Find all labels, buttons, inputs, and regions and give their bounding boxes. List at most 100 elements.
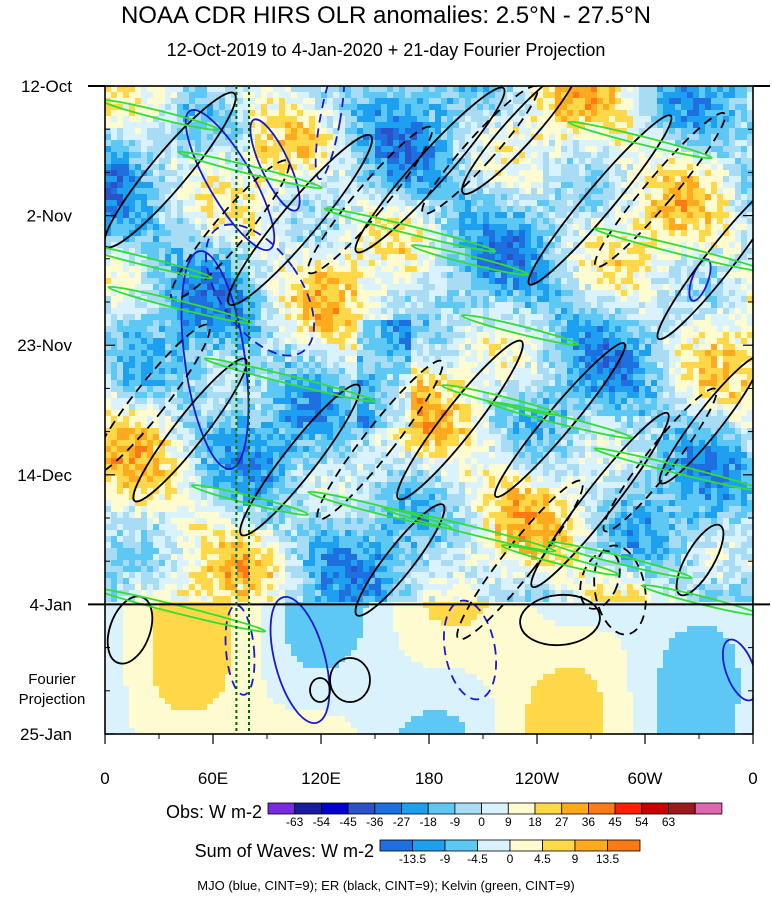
field-cell [621, 206, 628, 213]
field-cell [633, 278, 640, 285]
field-cell [117, 338, 124, 345]
field-cell [363, 350, 370, 357]
field-cell [441, 122, 448, 129]
field-cell [669, 92, 676, 99]
field-cell [135, 134, 142, 141]
field-cell [693, 146, 700, 153]
field-cell [285, 134, 292, 141]
field-cell [609, 176, 616, 183]
field-cell [471, 98, 478, 105]
field-cell [303, 320, 310, 327]
field-cell [615, 122, 622, 129]
field-cell [543, 104, 550, 111]
field-cell [471, 326, 478, 333]
field-cell [237, 284, 244, 291]
field-cell [717, 86, 724, 93]
field-cell [183, 332, 190, 339]
field-cell [189, 338, 196, 345]
field-cell [597, 200, 604, 207]
field-cell [531, 194, 538, 201]
field-cell [531, 356, 538, 363]
field-cell [387, 344, 394, 351]
field-cell [273, 272, 280, 279]
field-cell [483, 326, 490, 333]
field-cell [279, 218, 286, 225]
field-cell [147, 128, 154, 135]
field-cell [699, 212, 706, 219]
field-cell [717, 170, 724, 177]
field-cell [333, 146, 340, 153]
field-cell [735, 344, 742, 351]
field-cell [339, 254, 346, 261]
field-cell [435, 260, 442, 267]
field-cell [171, 242, 178, 249]
field-cell [189, 122, 196, 129]
field-cell [717, 320, 724, 327]
field-cell [525, 98, 532, 105]
field-cell [609, 266, 616, 273]
field-cell [351, 218, 358, 225]
field-cell [615, 344, 622, 351]
field-cell [477, 92, 484, 99]
field-cell [219, 314, 226, 321]
field-cell [441, 350, 448, 357]
field-cell [183, 104, 190, 111]
field-cell [117, 224, 124, 231]
field-cell [747, 236, 753, 243]
field-cell [297, 314, 304, 321]
field-cell [297, 170, 304, 177]
field-cell [189, 344, 196, 351]
field-cell [525, 116, 532, 123]
field-cell [465, 248, 472, 255]
field-cell [213, 230, 220, 237]
field-cell [735, 158, 742, 165]
field-cell [405, 332, 412, 339]
field-cell [735, 266, 742, 273]
field-cell [711, 326, 718, 333]
field-cell [417, 224, 424, 231]
field-cell [651, 230, 658, 237]
field-cell [735, 302, 742, 309]
field-cell [693, 212, 700, 219]
field-cell [297, 338, 304, 345]
field-cell [291, 134, 298, 141]
field-cell [561, 254, 568, 261]
field-cell [261, 272, 268, 279]
field-cell [339, 266, 346, 273]
field-cell [381, 140, 388, 147]
field-cell [633, 128, 640, 135]
field-cell [669, 266, 676, 273]
field-cell [339, 194, 346, 201]
field-cell [345, 122, 352, 129]
field-cell [201, 200, 208, 207]
field-cell [219, 182, 226, 189]
field-cell [657, 104, 664, 111]
field-cell [537, 242, 544, 249]
field-cell [165, 200, 172, 207]
field-cell [321, 350, 328, 357]
field-cell [447, 140, 454, 147]
field-cell [201, 212, 208, 219]
field-cell [225, 140, 232, 147]
field-cell [369, 194, 376, 201]
field-cell [573, 104, 580, 111]
field-cell [519, 134, 526, 141]
field-cell [555, 326, 562, 333]
field-cell [207, 170, 214, 177]
field-cell [171, 104, 178, 111]
field-cell [609, 278, 616, 285]
field-cell [567, 170, 574, 177]
field-cell [411, 326, 418, 333]
field-cell [417, 98, 424, 105]
field-cell [213, 212, 220, 219]
field-cell [213, 272, 220, 279]
field-cell [705, 98, 712, 105]
field-cell [141, 92, 148, 99]
field-cell [591, 296, 598, 303]
field-cell [483, 182, 490, 189]
field-cell [399, 230, 406, 237]
field-cell [627, 86, 634, 93]
field-cell [219, 158, 226, 165]
field-cell [579, 140, 586, 147]
field-cell [747, 140, 753, 147]
